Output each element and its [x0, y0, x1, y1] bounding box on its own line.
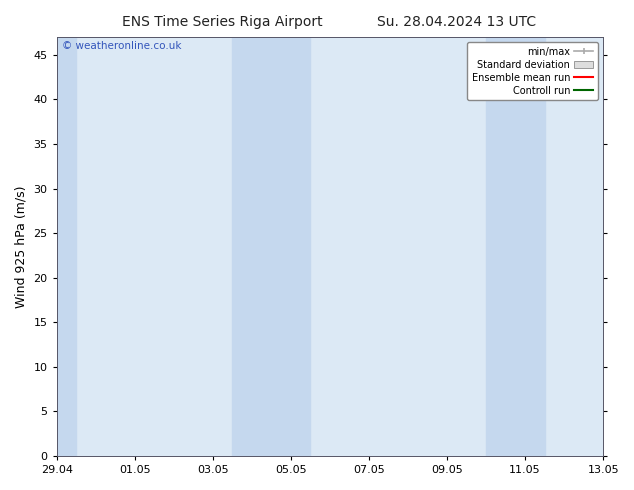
Text: © weatheronline.co.uk: © weatheronline.co.uk — [62, 41, 182, 51]
Bar — [486, 37, 545, 456]
Bar — [56, 37, 76, 456]
Text: ENS Time Series Riga Airport: ENS Time Series Riga Airport — [122, 15, 322, 29]
Text: Su. 28.04.2024 13 UTC: Su. 28.04.2024 13 UTC — [377, 15, 536, 29]
Legend: min/max, Standard deviation, Ensemble mean run, Controll run: min/max, Standard deviation, Ensemble me… — [467, 42, 598, 100]
Bar — [233, 37, 311, 456]
Y-axis label: Wind 925 hPa (m/s): Wind 925 hPa (m/s) — [15, 185, 28, 308]
